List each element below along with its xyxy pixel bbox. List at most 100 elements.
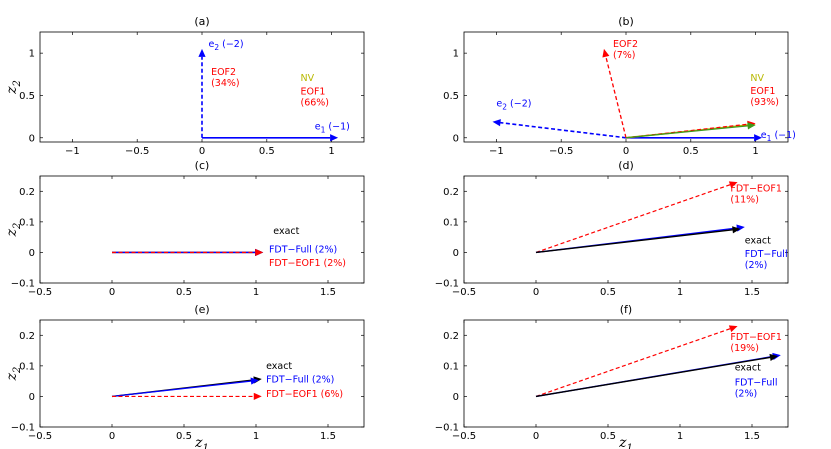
x-tick-label: 1 <box>677 287 683 298</box>
x-tick-label: 1.5 <box>320 431 336 442</box>
panel-f: (f) −0.5 0 0.5 1 1.5 −0.1 0 0.1 0.2 z1 FDT−EOF1 (19%… <box>435 303 789 449</box>
vector-exact <box>535 229 733 254</box>
annotation: EOF2 (7%) <box>613 39 638 61</box>
panel-c: (c) −0.5 0 0.5 1 1.5 −0.1 0 0.1 0.2 z2 exact FDT−Ful… <box>4 159 365 298</box>
x-tick-label: 1 <box>752 146 758 157</box>
annotation: EOF2 (34%) <box>211 67 240 89</box>
y-tick-label: 0.2 <box>19 187 35 198</box>
y-tick-label: 0.1 <box>443 217 459 228</box>
annotation: EOF1 (66%) <box>300 87 329 109</box>
y-tick-label: −0.1 <box>11 423 35 434</box>
x-tick-label: 1 <box>677 431 683 442</box>
y-tick-label: 0.1 <box>443 361 459 372</box>
x-tick-label: 0 <box>109 287 115 298</box>
vector-exact-head <box>769 353 778 361</box>
panel-title: (e) <box>194 303 209 316</box>
vector-exact-head <box>732 226 741 234</box>
panel-d: (d) −0.5 0 0.5 1 1.5 −0.1 0 0.1 0.2 FDT−EOF1 (11%) e… <box>435 159 789 298</box>
x-tick-label: 0.5 <box>600 431 616 442</box>
vector-e2-head <box>492 119 501 127</box>
y-tick-label: 1 <box>29 49 35 60</box>
x-tick-label: 0 <box>533 431 539 442</box>
annotation: exact <box>266 361 292 372</box>
x-tick-label: −0.5 <box>452 287 476 298</box>
y-tick-label: 0.1 <box>19 217 35 228</box>
annotation: FDT−EOF1 (2%) <box>269 258 346 269</box>
vector-e2-head <box>198 48 206 57</box>
x-tick-label: 1.5 <box>320 287 336 298</box>
panel-e: (e) −0.5 0 0.5 1 1.5 −0.1 0 0.1 0.2 z2 z1 exact FDT−F… <box>4 303 365 449</box>
panel-title: (f) <box>620 303 632 316</box>
vector-fdt-eof1 <box>535 184 731 253</box>
vector-e1-head <box>330 134 339 142</box>
x-tick-label: 0 <box>109 431 115 442</box>
x-tick-label: 0.5 <box>683 146 699 157</box>
x-tick-label: 1.5 <box>744 431 760 442</box>
y-axis-label: z2 <box>4 223 23 238</box>
x-tick-label: 0.5 <box>176 287 192 298</box>
y-tick-label: 0.2 <box>19 331 35 342</box>
x-tick-label: −1 <box>65 146 80 157</box>
annotation: FDT−Full (2%) <box>745 249 788 271</box>
annotation: FDT−Full (2%) <box>269 244 337 255</box>
x-tick-label: 1 <box>253 431 259 442</box>
x-tick-label: 1 <box>328 146 334 157</box>
plot-frame <box>463 31 789 143</box>
y-tick-label: 1 <box>453 49 459 60</box>
x-axis-label: z1 <box>194 435 209 449</box>
annotation: FDT−Full (2%) <box>735 378 778 400</box>
vector-fdt-full-head <box>250 377 259 385</box>
x-tick-label: 0 <box>533 287 539 298</box>
annotation: EOF1 (93%) <box>750 86 779 108</box>
vector-fdt-eof1-head <box>253 392 262 401</box>
vector-eof2 <box>605 56 627 138</box>
y-tick-label: 0.5 <box>443 91 459 102</box>
panel-title: (b) <box>618 15 634 28</box>
vector-e1-head <box>754 134 763 142</box>
x-tick-label: 1 <box>253 287 259 298</box>
annotation: FDT−EOF1 (11%) <box>730 183 782 205</box>
x-tick-label: 1.5 <box>744 287 760 298</box>
y-tick-label: −0.1 <box>11 279 35 290</box>
vector-fdt-eof1-head <box>728 325 738 333</box>
vector-eof2-head <box>602 48 610 58</box>
x-tick-label: −0.5 <box>28 287 52 298</box>
y-tick-label: 0.2 <box>443 187 459 198</box>
x-axis-label: z1 <box>618 435 633 449</box>
annotation: exact <box>735 362 761 373</box>
y-tick-label: 0 <box>29 133 35 144</box>
y-tick-label: −0.1 <box>435 279 459 290</box>
x-tick-label: −0.5 <box>125 146 149 157</box>
annotation: e1 (−1) <box>315 121 350 134</box>
panel-b: (b) −1 −0.5 0 0.5 1 0 0.5 1 EOF2 (7%) e2 (−2) NV EOF1… <box>443 15 796 157</box>
annotation: e2 (−2) <box>208 39 243 52</box>
y-tick-label: −0.1 <box>435 423 459 434</box>
y-tick-label: 0.5 <box>19 91 35 102</box>
vector-eof1-green <box>625 125 748 139</box>
plot-frame <box>39 175 365 284</box>
y-tick-label: 0.1 <box>19 361 35 372</box>
plot-frame <box>463 319 789 428</box>
annotation: FDT−EOF1 (6%) <box>266 389 343 400</box>
y-tick-label: 0.2 <box>443 331 459 342</box>
x-tick-label: 0.5 <box>259 146 275 157</box>
x-tick-label: −0.5 <box>28 431 52 442</box>
x-tick-label: 0.5 <box>176 431 192 442</box>
vector-fdt-full <box>111 380 251 398</box>
x-tick-label: 0 <box>199 146 205 157</box>
x-tick-label: 0.5 <box>600 287 616 298</box>
y-tick-label: 0 <box>29 248 35 259</box>
y-tick-label: 0 <box>29 392 35 403</box>
y-tick-label: 0 <box>453 248 459 259</box>
x-tick-label: −0.5 <box>549 146 573 157</box>
x-tick-label: −0.5 <box>452 431 476 442</box>
annotation: NV <box>300 73 314 84</box>
plot-frame <box>39 319 365 428</box>
vector-e2 <box>500 121 627 139</box>
y-axis-label: z2 <box>4 80 23 95</box>
annotation: e2 (−2) <box>496 98 531 111</box>
annotation: FDT−EOF1 (19%) <box>730 332 782 354</box>
annotation: exact <box>745 235 771 246</box>
annotation: NV <box>750 73 764 84</box>
y-tick-label: 0 <box>453 392 459 403</box>
